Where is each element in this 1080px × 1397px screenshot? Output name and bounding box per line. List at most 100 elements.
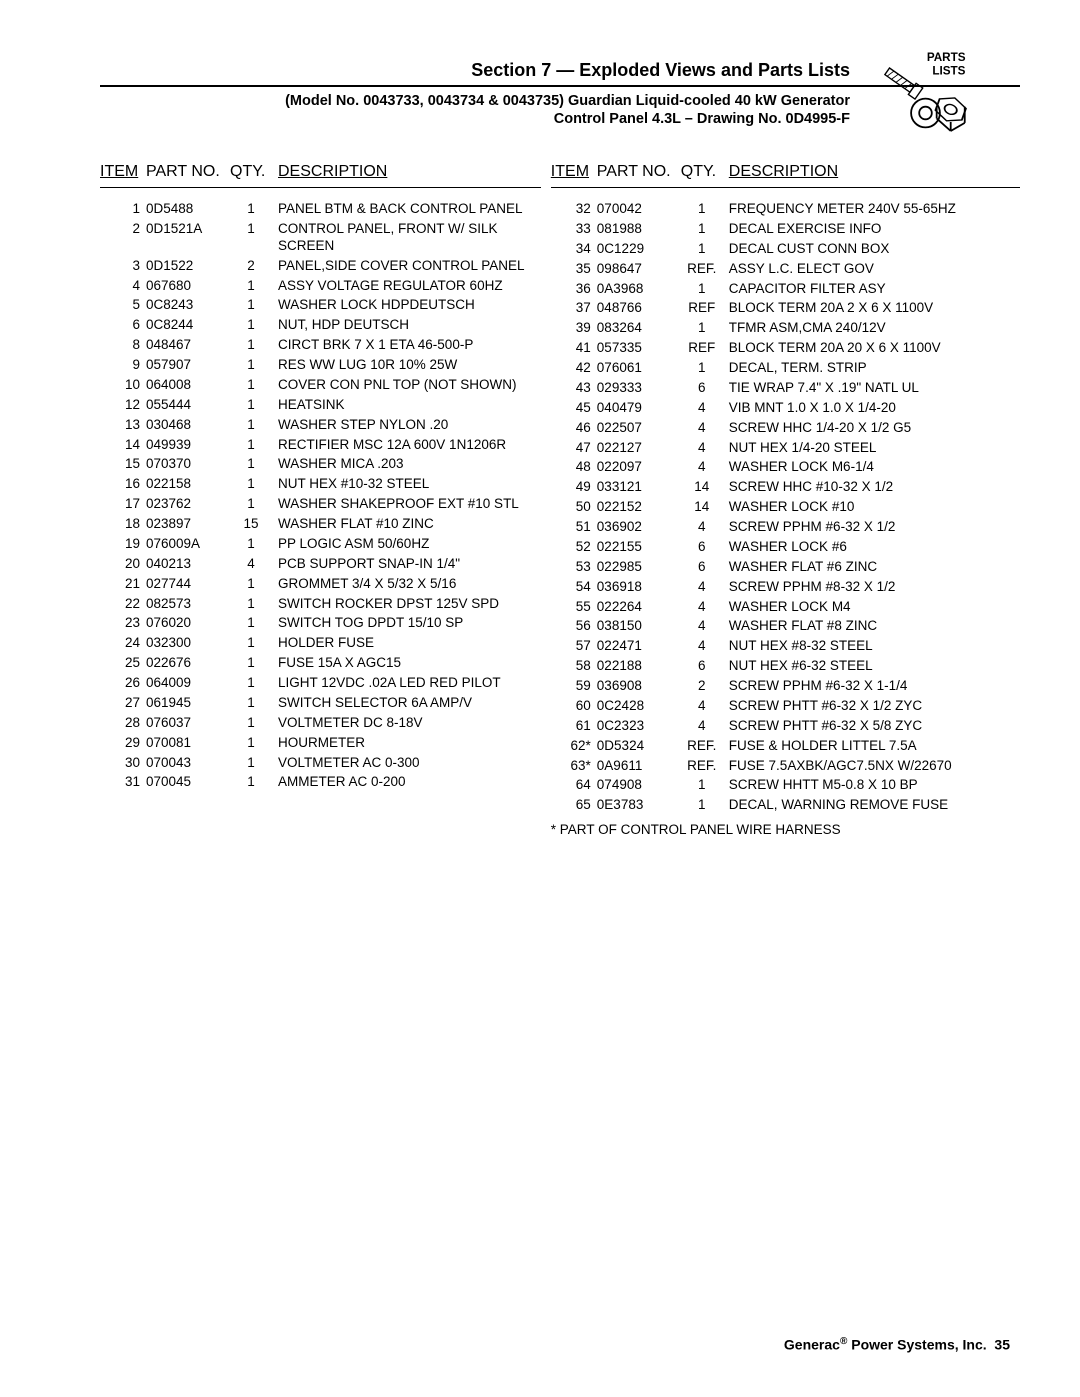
cell-qty: REF. bbox=[681, 259, 729, 279]
cell-desc: HEATSINK bbox=[278, 395, 541, 415]
table-row: 41057335REFBLOCK TERM 20A 20 X 6 X 1100V bbox=[551, 339, 1020, 359]
cell-desc: VOLTMETER AC 0-300 bbox=[278, 753, 541, 773]
cell-qty: 1 bbox=[230, 356, 278, 376]
left-column: ITEM PART NO. QTY. DESCRIPTION 10D54881P… bbox=[100, 163, 551, 837]
cell-desc: WASHER FLAT #8 ZINC bbox=[729, 617, 1020, 637]
cell-part: 022188 bbox=[597, 657, 681, 677]
table-row: 360A39681CAPACITOR FILTER ASY bbox=[551, 279, 1020, 299]
cell-qty: 4 bbox=[230, 554, 278, 574]
cell-qty: 4 bbox=[681, 418, 729, 438]
cell-item: 64 bbox=[551, 776, 597, 796]
col-desc: DESCRIPTION bbox=[278, 163, 541, 188]
cell-qty: 1 bbox=[230, 415, 278, 435]
cell-desc: HOLDER FUSE bbox=[278, 634, 541, 654]
cell-qty: 6 bbox=[681, 378, 729, 398]
cell-part: 0A9611 bbox=[597, 756, 681, 776]
table-header-row: ITEM PART NO. QTY. DESCRIPTION bbox=[551, 163, 1020, 188]
cell-item: 21 bbox=[100, 574, 146, 594]
cell-qty: 1 bbox=[230, 594, 278, 614]
cell-desc: NUT HEX 1/4-20 STEEL bbox=[729, 438, 1020, 458]
cell-part: 022155 bbox=[597, 537, 681, 557]
cell-part: 036918 bbox=[597, 577, 681, 597]
cell-item: 1 bbox=[100, 200, 146, 220]
cell-desc: VIB MNT 1.0 X 1.0 X 1/4-20 bbox=[729, 398, 1020, 418]
cell-desc: WASHER LOCK M6-1/4 bbox=[729, 458, 1020, 478]
table-row: 250226761FUSE 15A X AGC15 bbox=[100, 654, 541, 674]
table-row: 140499391RECTIFIER MSC 12A 600V 1N1206R bbox=[100, 435, 541, 455]
cell-qty: 14 bbox=[681, 498, 729, 518]
cell-item: 37 bbox=[551, 299, 597, 319]
cell-part: 032300 bbox=[146, 634, 230, 654]
cell-desc: NUT HEX #8-32 STEEL bbox=[729, 637, 1020, 657]
cell-item: 57 bbox=[551, 637, 597, 657]
parts-table-right: ITEM PART NO. QTY. DESCRIPTION 320700421… bbox=[551, 163, 1020, 816]
cell-item: 61 bbox=[551, 716, 597, 736]
cell-part: 064009 bbox=[146, 674, 230, 694]
header: Section 7 — Exploded Views and Parts Lis… bbox=[100, 60, 1020, 127]
table-row: 390832641TFMR ASM,CMA 240/12V bbox=[551, 319, 1020, 339]
cell-qty: 1 bbox=[230, 435, 278, 455]
cell-item: 35 bbox=[551, 259, 597, 279]
cell-item: 24 bbox=[100, 634, 146, 654]
page: Section 7 — Exploded Views and Parts Lis… bbox=[0, 0, 1080, 1397]
cell-qty: 1 bbox=[681, 279, 729, 299]
cell-desc: NUT HEX #6-32 STEEL bbox=[729, 657, 1020, 677]
cell-part: 0D5488 bbox=[146, 200, 230, 220]
cell-item: 32 bbox=[551, 200, 597, 220]
cell-desc: FUSE 7.5AXBK/AGC7.5NX W/22670 bbox=[729, 756, 1020, 776]
cell-qty: 1 bbox=[230, 276, 278, 296]
table-row: 50C82431WASHER LOCK HDPDEUTSCH bbox=[100, 296, 541, 316]
cell-part: 049939 bbox=[146, 435, 230, 455]
cell-part: 0E3783 bbox=[597, 796, 681, 816]
cell-desc: SCREW PPHM #6-32 X 1/2 bbox=[729, 518, 1020, 538]
cell-qty: 14 bbox=[681, 478, 729, 498]
table-row: 160221581NUT HEX #10-32 STEEL bbox=[100, 475, 541, 495]
table-row: 540369184SCREW PPHM #8-32 X 1/2 bbox=[551, 577, 1020, 597]
cell-part: 022152 bbox=[597, 498, 681, 518]
table-row: 30D15222PANEL,SIDE COVER CONTROL PANEL bbox=[100, 256, 541, 276]
table-row: 580221886NUT HEX #6-32 STEEL bbox=[551, 657, 1020, 677]
cell-desc: CIRCT BRK 7 X 1 ETA 46-500-P bbox=[278, 336, 541, 356]
table-row: 270619451SWITCH SELECTOR 6A AMP/V bbox=[100, 693, 541, 713]
table-row: 63*0A9611REF.FUSE 7.5AXBK/AGC7.5NX W/226… bbox=[551, 756, 1020, 776]
table-row: 520221556WASHER LOCK #6 bbox=[551, 537, 1020, 557]
cell-desc: SWITCH SELECTOR 6A AMP/V bbox=[278, 693, 541, 713]
cell-qty: 4 bbox=[681, 597, 729, 617]
col-qty: QTY. bbox=[681, 163, 729, 188]
cell-part: 061945 bbox=[146, 693, 230, 713]
table-row: 310700451AMMETER AC 0-200 bbox=[100, 773, 541, 793]
cell-part: 022507 bbox=[597, 418, 681, 438]
cell-item: 60 bbox=[551, 696, 597, 716]
cell-item: 28 bbox=[100, 713, 146, 733]
cell-desc: AMMETER AC 0-200 bbox=[278, 773, 541, 793]
table-row: 10D54881PANEL BTM & BACK CONTROL PANEL bbox=[100, 200, 541, 220]
cell-desc: WASHER LOCK #6 bbox=[729, 537, 1020, 557]
cell-item: 26 bbox=[100, 674, 146, 694]
cell-desc: SCREW PPHM #6-32 X 1-1/4 bbox=[729, 677, 1020, 697]
footer-company: Power Systems, Inc. bbox=[847, 1337, 986, 1353]
cell-desc: FREQUENCY METER 240V 55-65HZ bbox=[729, 200, 1020, 220]
cell-qty: 1 bbox=[681, 359, 729, 379]
table-row: 37048766REFBLOCK TERM 20A 2 X 6 X 1100V bbox=[551, 299, 1020, 319]
cell-item: 22 bbox=[100, 594, 146, 614]
cell-item: 33 bbox=[551, 219, 597, 239]
cell-desc: WASHER LOCK M4 bbox=[729, 597, 1020, 617]
table-row: 1802389715WASHER FLAT #10 ZINC bbox=[100, 515, 541, 535]
cell-qty: 6 bbox=[681, 557, 729, 577]
cell-desc: TFMR ASM,CMA 240/12V bbox=[729, 319, 1020, 339]
cell-qty: REF. bbox=[681, 756, 729, 776]
cell-part: 0D5324 bbox=[597, 736, 681, 756]
table-row: 650E37831DECAL, WARNING REMOVE FUSE bbox=[551, 796, 1020, 816]
svg-text:PARTS: PARTS bbox=[927, 51, 966, 64]
cell-qty: 6 bbox=[681, 657, 729, 677]
cell-item: 3 bbox=[100, 256, 146, 276]
cell-desc: WASHER LOCK #10 bbox=[729, 498, 1020, 518]
parts-columns: ITEM PART NO. QTY. DESCRIPTION 10D54881P… bbox=[100, 163, 1020, 837]
cell-item: 49 bbox=[551, 478, 597, 498]
cell-desc: SCREW HHC #10-32 X 1/2 bbox=[729, 478, 1020, 498]
cell-item: 5 bbox=[100, 296, 146, 316]
cell-item: 13 bbox=[100, 415, 146, 435]
table-row: 60C82441NUT, HDP DEUTSCH bbox=[100, 316, 541, 336]
table-row: 210277441GROMMET 3/4 X 5/32 X 5/16 bbox=[100, 574, 541, 594]
cell-part: 022127 bbox=[597, 438, 681, 458]
